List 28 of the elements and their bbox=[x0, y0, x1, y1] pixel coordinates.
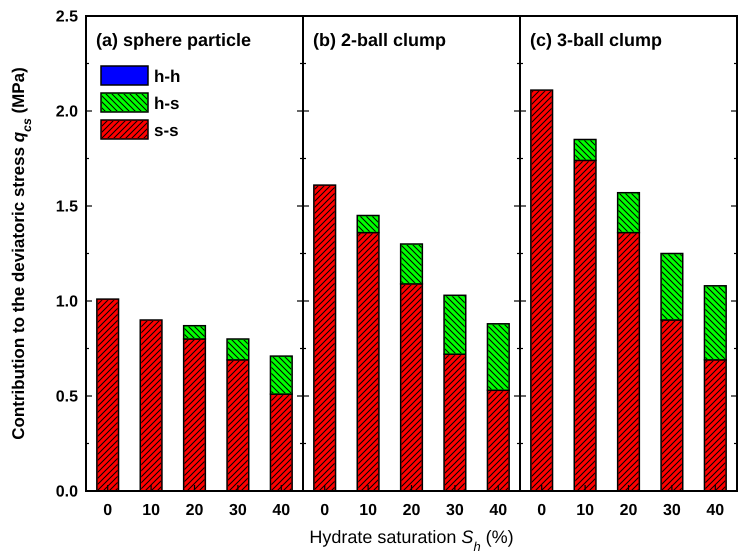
x-tick-label: 20 bbox=[186, 502, 204, 519]
y-tick-label: 2.5 bbox=[56, 8, 78, 26]
text: (a) sphere particle bbox=[96, 30, 252, 50]
x-tick-label: 20 bbox=[620, 502, 638, 519]
y-tick-label: 1.5 bbox=[56, 198, 78, 216]
y-tick-label: 0.5 bbox=[56, 388, 78, 406]
x-tick-label: 40 bbox=[272, 502, 290, 519]
y-tick-label: 1.0 bbox=[56, 294, 78, 311]
x-tick-label: 10 bbox=[359, 502, 378, 519]
x-tick-label: 0 bbox=[320, 502, 330, 519]
legend-label: s-s bbox=[154, 120, 179, 140]
legend-label: h-s bbox=[154, 94, 180, 113]
x-tick-label: 10 bbox=[576, 502, 594, 519]
x-tick-label: 20 bbox=[402, 502, 420, 519]
y-tick-label: 0.0 bbox=[56, 484, 78, 501]
x-tick-label: 30 bbox=[229, 502, 247, 519]
x-tick-label: 0 bbox=[103, 502, 112, 519]
x-tick-label: 0 bbox=[537, 502, 546, 519]
legend-label: h-h bbox=[154, 66, 180, 86]
y-tick-label: 2.0 bbox=[56, 104, 78, 121]
x-tick-label: 30 bbox=[663, 502, 681, 519]
x-axis-title: Hydrate saturation S$_{h}$ (%) bbox=[309, 527, 514, 554]
x-tick-label: 40 bbox=[706, 502, 724, 519]
text: (c) 3-ball clump bbox=[530, 30, 662, 50]
x-tick-label: 40 bbox=[489, 502, 508, 519]
text: (b) 2-ball clump bbox=[313, 30, 446, 50]
x-tick-label: 10 bbox=[142, 502, 160, 519]
x-tick-label: 30 bbox=[446, 502, 464, 519]
